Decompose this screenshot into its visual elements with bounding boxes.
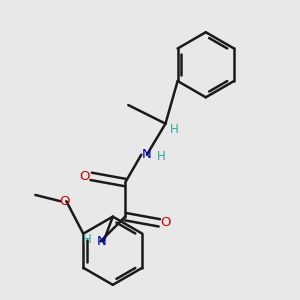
Text: H: H — [170, 123, 178, 136]
Text: H: H — [157, 150, 165, 163]
Text: O: O — [160, 216, 171, 229]
Text: H: H — [83, 233, 92, 246]
Text: N: N — [142, 148, 152, 161]
Text: N: N — [97, 235, 107, 248]
Text: O: O — [59, 195, 70, 208]
Text: O: O — [80, 170, 90, 183]
